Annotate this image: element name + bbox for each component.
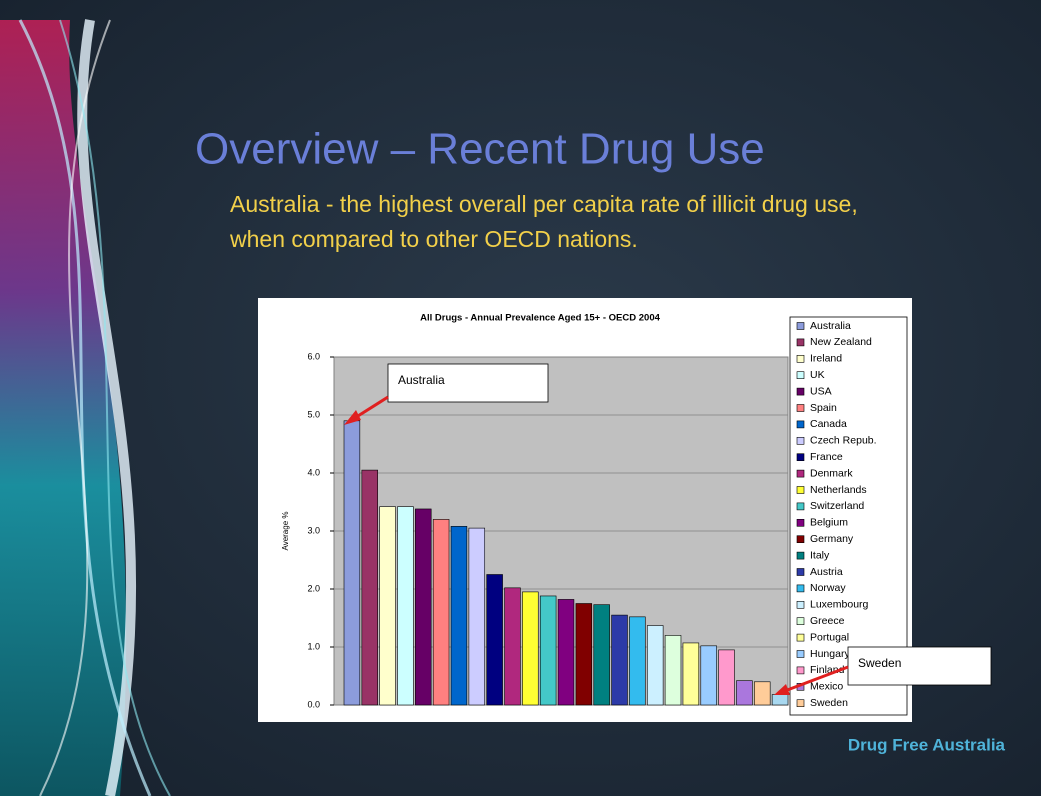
subtitle: Australia - the highest overall per capi… xyxy=(230,191,858,217)
legend-swatch xyxy=(797,470,804,477)
bar xyxy=(433,519,449,705)
legend-label: Canada xyxy=(810,418,847,430)
bar xyxy=(683,643,699,705)
legend-swatch xyxy=(797,454,804,461)
bar xyxy=(398,507,414,705)
bar xyxy=(772,695,788,705)
legend-label: Italy xyxy=(810,549,830,561)
legend-swatch xyxy=(797,405,804,412)
bar xyxy=(344,421,360,705)
bar xyxy=(736,681,752,705)
legend-label: Sweden xyxy=(810,697,848,709)
y-tick-label: 3.0 xyxy=(307,525,320,535)
legend-label: Portugal xyxy=(810,631,849,643)
legend-swatch xyxy=(797,552,804,559)
legend-swatch xyxy=(797,372,804,379)
slide-title: Overview – Recent Drug Use xyxy=(195,125,765,174)
y-tick-label: 0.0 xyxy=(307,699,320,709)
y-tick-label: 5.0 xyxy=(307,409,320,419)
footer: Drug Free Australia xyxy=(848,735,1006,754)
legend-label: Denmark xyxy=(810,467,853,479)
legend-swatch xyxy=(797,634,804,641)
bar xyxy=(487,575,503,706)
legend-label: Ireland xyxy=(810,353,842,365)
legend-swatch xyxy=(797,421,804,428)
bar xyxy=(469,528,485,705)
legend-swatch xyxy=(797,569,804,576)
bar xyxy=(612,615,628,705)
legend-label: Mexico xyxy=(810,681,843,693)
bar xyxy=(451,526,467,705)
legend-swatch xyxy=(797,323,804,330)
legend-label: Belgium xyxy=(810,517,848,529)
legend-label: Netherlands xyxy=(810,484,867,496)
legend-label: Norway xyxy=(810,582,846,594)
legend-swatch xyxy=(797,601,804,608)
legend-swatch xyxy=(797,355,804,362)
legend-label: USA xyxy=(810,385,832,397)
legend-label: Austria xyxy=(810,566,843,578)
legend-swatch xyxy=(797,487,804,494)
bar xyxy=(576,604,592,706)
y-tick-label: 2.0 xyxy=(307,583,320,593)
annotation-text: Australia xyxy=(398,373,445,387)
y-tick-label: 6.0 xyxy=(307,351,320,361)
bar xyxy=(754,682,770,705)
y-tick-label: 1.0 xyxy=(307,641,320,651)
chart-title: All Drugs - Annual Prevalence Aged 15+ -… xyxy=(420,313,660,324)
legend-label: Czech Repub. xyxy=(810,435,877,447)
legend-label: Spain xyxy=(810,402,837,414)
legend-label: New Zealand xyxy=(810,336,872,348)
legend-label: Greece xyxy=(810,615,845,627)
legend-swatch xyxy=(797,536,804,543)
legend-label: Switzerland xyxy=(810,500,864,512)
y-tick-label: 4.0 xyxy=(307,467,320,477)
bar xyxy=(415,509,431,705)
bar xyxy=(558,599,574,705)
annotation-text: Sweden xyxy=(858,656,901,670)
legend-swatch xyxy=(797,585,804,592)
legend-label: Australia xyxy=(810,320,851,332)
bar xyxy=(522,592,538,705)
bar xyxy=(505,588,521,705)
legend-label: Luxembourg xyxy=(810,599,869,611)
legend-label: France xyxy=(810,451,843,463)
legend-swatch xyxy=(797,437,804,444)
legend-swatch xyxy=(797,700,804,707)
bar xyxy=(540,596,556,705)
bar xyxy=(594,605,610,705)
legend-swatch xyxy=(797,651,804,658)
legend-label: Germany xyxy=(810,533,854,545)
bar xyxy=(380,507,396,705)
legend-swatch xyxy=(797,519,804,526)
subtitle: when compared to other OECD nations. xyxy=(229,226,638,252)
legend-label: Hungary xyxy=(810,648,850,660)
bar xyxy=(629,617,645,705)
slide: Overview – Recent Drug Use Australia - t… xyxy=(0,0,1041,796)
y-axis-label: Average % xyxy=(281,512,290,551)
legend-swatch xyxy=(797,388,804,395)
legend-label: UK xyxy=(810,369,825,381)
legend-swatch xyxy=(797,618,804,625)
bar xyxy=(665,635,681,705)
legend-swatch xyxy=(797,339,804,346)
legend-swatch xyxy=(797,503,804,510)
bar xyxy=(701,646,717,705)
legend-swatch xyxy=(797,667,804,674)
bar xyxy=(719,650,735,705)
bar xyxy=(362,470,378,705)
bar xyxy=(647,626,663,705)
